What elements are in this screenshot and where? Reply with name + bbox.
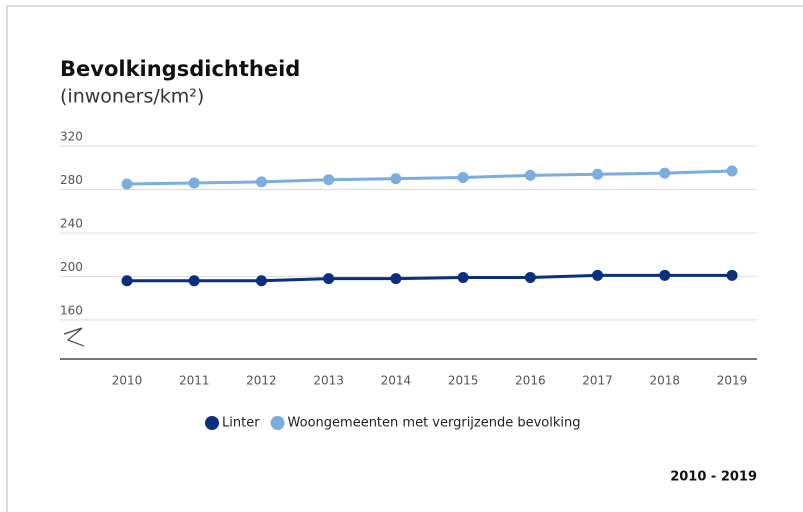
frame <box>6 5 803 512</box>
point <box>524 271 536 283</box>
period-label: 2010 - 2019 <box>670 470 757 485</box>
legend-label: Woongemeenten met vergrijzende bevolking <box>288 416 581 431</box>
point <box>524 169 536 181</box>
point <box>323 273 335 285</box>
x-tick-label: 2012 <box>246 374 277 388</box>
x-tick-label: 2013 <box>313 374 344 388</box>
point <box>457 172 469 184</box>
legend-marker <box>205 416 219 430</box>
point <box>726 165 738 177</box>
y-tick-label: 280 <box>60 173 83 187</box>
point <box>323 174 335 186</box>
point <box>659 269 671 281</box>
x-tick-label: 2015 <box>448 374 479 388</box>
point <box>390 273 402 285</box>
y-tick-label: 160 <box>60 303 83 317</box>
point <box>121 275 133 287</box>
point <box>457 271 469 283</box>
point <box>592 269 604 281</box>
x-tick-label: 2019 <box>717 374 748 388</box>
point <box>255 275 267 287</box>
axis-break <box>63 327 85 347</box>
point <box>255 176 267 188</box>
y-tick-label: 200 <box>60 260 83 274</box>
point <box>592 168 604 180</box>
point <box>726 269 738 281</box>
point <box>188 177 200 189</box>
chart-title: Bevolkingsdichtheid <box>60 57 300 81</box>
chart-subtitle: (inwoners/km²) <box>60 86 204 108</box>
x-tick-label: 2017 <box>582 374 613 388</box>
point <box>121 178 133 190</box>
point <box>659 167 671 179</box>
series-line <box>127 273 732 283</box>
point <box>390 173 402 185</box>
legend-marker <box>270 416 285 430</box>
x-tick-label: 2018 <box>650 374 681 388</box>
series-line <box>126 169 733 186</box>
x-tick-label: 2014 <box>381 374 412 388</box>
y-tick-label: 240 <box>60 216 83 230</box>
x-tick-label: 2011 <box>179 374 210 388</box>
point <box>188 275 200 287</box>
x-tick-label: 2010 <box>112 374 143 388</box>
x-tick-label: 2016 <box>515 374 546 388</box>
legend-label: Linter <box>222 416 260 431</box>
y-tick-label: 320 <box>60 130 83 144</box>
